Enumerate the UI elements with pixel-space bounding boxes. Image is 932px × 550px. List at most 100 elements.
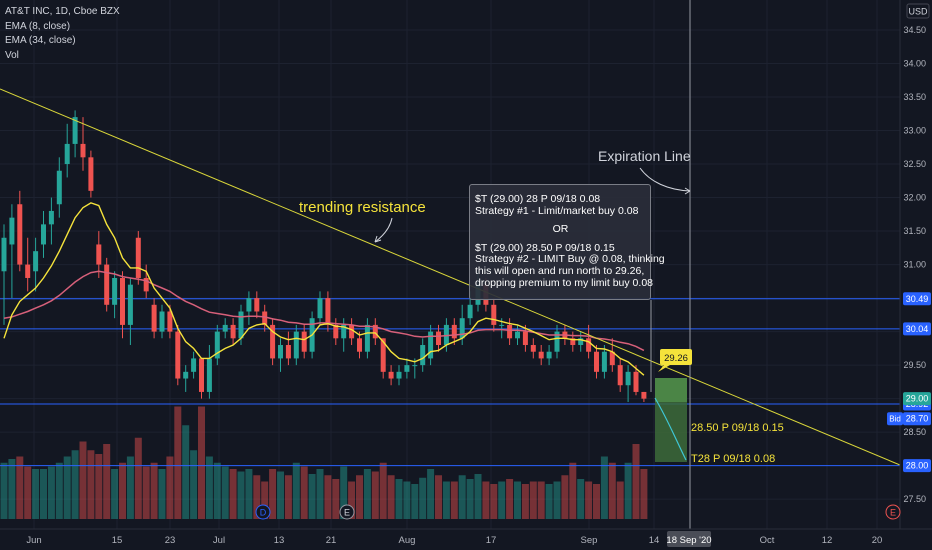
- volume-bar: [632, 444, 640, 519]
- y-tick-label: 27.50: [903, 494, 926, 504]
- hline-price-tag: 30.49: [906, 294, 929, 304]
- price-axis-bg: [900, 0, 932, 529]
- volume-bar: [340, 466, 348, 519]
- volume-bar: [616, 481, 624, 519]
- candle-body: [609, 351, 615, 366]
- volume-bar: [490, 484, 498, 519]
- chart-grid: [0, 0, 900, 529]
- x-tick-label: 15: [112, 535, 123, 546]
- candle-body: [341, 324, 347, 339]
- candle-body: [633, 371, 639, 392]
- candle-body: [222, 324, 228, 332]
- indicator-volume-label[interactable]: Vol: [5, 49, 19, 61]
- candle-body: [246, 298, 252, 312]
- volume-bar: [450, 481, 458, 519]
- volume-bar: [47, 466, 55, 519]
- candle-body: [293, 331, 299, 359]
- event-marker: [885, 504, 901, 520]
- volume-bar: [529, 481, 537, 519]
- indicator-ema34-label[interactable]: EMA (34, close): [5, 35, 76, 46]
- date-tag-bg: [667, 531, 711, 547]
- candle-body: [388, 371, 394, 379]
- volume-bar: [205, 456, 213, 519]
- candle-body: [159, 311, 165, 332]
- candle-body: [72, 117, 78, 144]
- candle-body: [301, 331, 307, 352]
- candle-body: [586, 338, 592, 352]
- bid-tag-bg: [887, 412, 903, 426]
- volume-bar: [442, 481, 450, 519]
- candle-body: [333, 324, 339, 339]
- volume-bar: [150, 462, 158, 519]
- projection-box-upper: [655, 378, 687, 402]
- candle-body: [491, 304, 497, 325]
- candle-body: [191, 358, 197, 372]
- candle-body: [467, 304, 473, 319]
- indicator-ema8-label[interactable]: EMA (8, close): [5, 20, 71, 32]
- candle-body: [317, 298, 323, 319]
- volume-bar: [458, 475, 466, 519]
- volume-bar: [403, 481, 411, 519]
- candlesticks[interactable]: [1, 110, 647, 402]
- volume-bar: [237, 471, 245, 519]
- callout-line: this will open and run north to 29.26,: [475, 264, 645, 277]
- volume-bar: [577, 479, 585, 519]
- volume-bar: [174, 406, 182, 519]
- candle-body: [96, 244, 102, 265]
- candle-body: [594, 351, 599, 372]
- trend-pointer: [374, 217, 393, 243]
- volume-bar: [521, 484, 529, 519]
- volume-bar: [245, 469, 253, 519]
- y-tick-label: 32.50: [903, 159, 926, 169]
- volume-bar: [435, 475, 442, 519]
- event-marker-label: E: [344, 508, 350, 518]
- candle-body: [601, 351, 607, 372]
- moving-averages: [3, 202, 645, 376]
- callout-line: $T (29.00) 28.50 P 09/18 0.15: [475, 241, 615, 254]
- callout-line: OR: [552, 223, 569, 236]
- volume-bar: [142, 466, 150, 519]
- volume-bar: [63, 456, 71, 519]
- x-tick-label: 17: [486, 535, 497, 546]
- volume-bar: [16, 456, 24, 519]
- candle-body: [499, 324, 505, 326]
- volume-bar: [87, 450, 95, 519]
- expiration-pointer-head: [684, 187, 691, 195]
- volume-bar: [308, 474, 316, 519]
- volume-bar: [498, 481, 506, 519]
- event-marker-label: D: [260, 508, 267, 518]
- symbol-title[interactable]: AT&T INC, 1D, Cboe BZX: [5, 6, 120, 17]
- ema8-line: [3, 202, 645, 376]
- volume-bar: [119, 462, 126, 519]
- volume-bar: [0, 462, 8, 519]
- y-tick-label: 31.00: [903, 260, 926, 270]
- y-tick-label: 28.50: [903, 427, 926, 437]
- level-label-28: T28 P 09/18 0.08: [691, 453, 775, 465]
- x-tick-label: Aug: [399, 535, 416, 546]
- bid-price-tag-bg: [903, 412, 931, 426]
- x-tick-label: Jun: [26, 535, 41, 546]
- trend-resistance-line: [0, 88, 901, 466]
- volume-bar: [24, 466, 32, 519]
- callout-line: Strategy #1 - Limit/market buy 0.08: [475, 204, 639, 217]
- x-tick-label: 12: [822, 535, 833, 546]
- volume-bar: [427, 469, 435, 519]
- volume-bar: [371, 471, 379, 519]
- candle-body: [515, 331, 520, 339]
- callout-line: dropping premium to my limit buy 0.08: [475, 276, 653, 289]
- candle-body: [41, 224, 46, 245]
- x-tick-label: Sep: [581, 535, 598, 546]
- callout-line: Strategy #2 - LIMIT Buy @ 0.08, thinking: [475, 253, 665, 266]
- volume-bar: [198, 406, 205, 519]
- volume-bar: [593, 484, 600, 519]
- currency-box: [906, 3, 930, 19]
- candle-body: [641, 391, 647, 399]
- volume-bar: [561, 475, 569, 519]
- y-tick-label: 34.50: [903, 25, 926, 35]
- y-tick-label: 33.50: [903, 92, 926, 102]
- last-price-tag: 29.00: [906, 394, 929, 404]
- volume-bars: [0, 406, 648, 519]
- level-label-2850: 28.50 P 09/18 0.15: [691, 422, 784, 434]
- x-tick-label: 21: [326, 535, 337, 546]
